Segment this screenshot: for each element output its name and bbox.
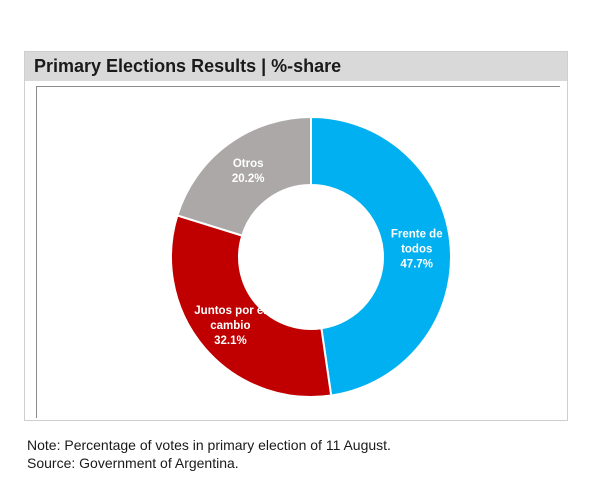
note-text: Note: Percentage of votes in primary ele… <box>27 437 391 453</box>
slice-label-otros: Otros 20.2% <box>232 158 265 185</box>
slice-category-label: Otros <box>233 158 264 170</box>
slice-value-label: 47.7% <box>400 258 433 270</box>
slice-category-label: todos <box>401 243 432 255</box>
chart-title-bar: Primary Elections Results | %-share <box>25 52 567 81</box>
footnote: Note: Percentage of votes in primary ele… <box>27 436 391 472</box>
slice-label-frente-de-todos: Frente de todos 47.7% <box>391 228 443 270</box>
slice-value-label: 32.1% <box>214 335 247 347</box>
slice-value-label: 20.2% <box>232 173 265 185</box>
slice-label-juntos-por-el-cambio: Juntos por el cambio 32.1% <box>194 305 266 347</box>
slice-otros <box>176 115 312 237</box>
slice-category-label: cambio <box>210 320 250 332</box>
chart-frame: Primary Elections Results | %-share Fren… <box>24 51 568 421</box>
source-text: Source: Government of Argentina. <box>27 455 239 471</box>
donut-chart: Frente de todos 47.7% Juntos por el cambio 32… <box>170 115 452 398</box>
slice-frente-de-todos <box>310 115 452 397</box>
slice-juntos-por-el-cambio <box>170 214 333 398</box>
plot-area: Frente de todos 47.7% Juntos por el cambio 32… <box>36 86 560 418</box>
chart-title: Primary Elections Results | %-share <box>34 56 342 76</box>
slice-category-label: Frente de <box>391 228 443 240</box>
slice-category-label: Juntos por el <box>194 305 266 317</box>
